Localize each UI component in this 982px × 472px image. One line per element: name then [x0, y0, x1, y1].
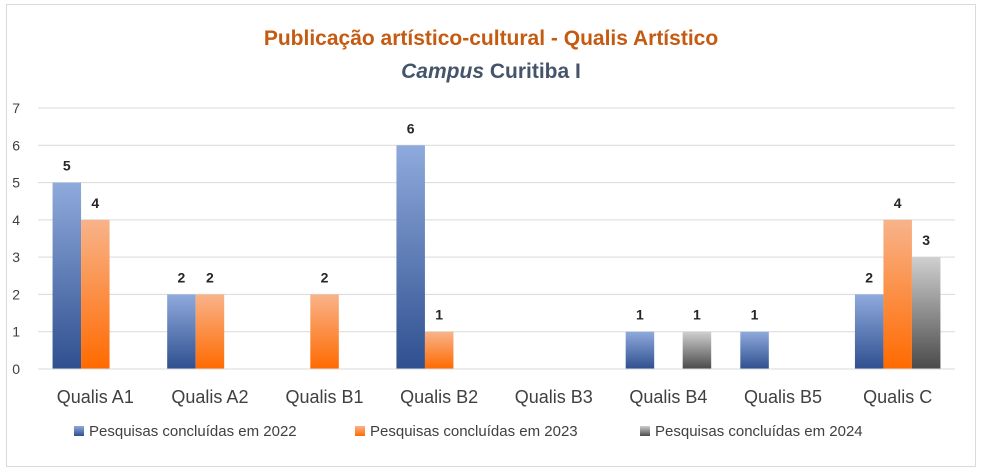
data-label: 2 [321, 269, 329, 285]
y-tick-label: 3 [12, 249, 20, 265]
bar-qualis-c-s1 [854, 294, 884, 369]
subtitle-rest: Curitiba I [484, 60, 581, 83]
chart-frame [6, 4, 976, 467]
data-label: 2 [865, 269, 873, 285]
data-labels: 5 4 2 2 2 6 1 1 1 1 2 4 3 [63, 120, 930, 322]
bar-qualis-c-s3 [911, 257, 941, 369]
legend-swatch [74, 426, 84, 436]
x-tick-label: Qualis B1 [286, 387, 364, 407]
legend-swatch [640, 426, 650, 436]
bar-qualis-a1-s1 [52, 182, 82, 369]
legend-entry: Pesquisas concluídas em 2022 [89, 423, 297, 440]
x-tick-label: Qualis C [863, 387, 932, 407]
y-tick-label: 0 [12, 361, 20, 377]
bar-qualis-b2-s2 [424, 331, 454, 369]
bar-qualis-c-s2 [883, 219, 912, 369]
y-tick-label: 2 [12, 286, 20, 302]
bar-qualis-b4-s1 [625, 331, 655, 369]
data-label: 1 [435, 307, 443, 323]
data-label: 1 [751, 307, 759, 323]
y-tick-label: 5 [12, 175, 20, 191]
x-tick-label: Qualis A1 [57, 387, 134, 407]
legend-entry: Pesquisas concluídas em 2024 [655, 423, 863, 440]
x-axis: Qualis A1 Qualis A2 Qualis B1 Qualis B2 Qual… [38, 368, 955, 407]
chart-title: Publicação artístico-cultural - Qualis A… [264, 27, 718, 50]
x-tick-label: Qualis B2 [400, 387, 478, 407]
data-label: 2 [206, 269, 214, 285]
bar-qualis-b1-s2 [310, 294, 339, 369]
bar-qualis-a1-s2 [81, 219, 110, 369]
x-tick-label: Qualis B5 [744, 387, 822, 407]
bars [52, 145, 941, 369]
chart-subtitle: Campus Curitiba I [401, 60, 581, 83]
bar-qualis-b5-s1 [740, 331, 769, 369]
data-label: 5 [63, 158, 71, 174]
legend: Pesquisas concluídas em 2022 Pesquisas co… [74, 423, 863, 440]
data-label: 6 [407, 120, 415, 136]
data-label: 1 [636, 307, 644, 323]
bar-qualis-b2-s1 [396, 145, 425, 369]
legend-swatch [355, 426, 365, 436]
y-tick-label: 4 [12, 212, 20, 228]
data-label: 3 [922, 232, 930, 248]
x-tick-label: Qualis A2 [171, 387, 248, 407]
y-tick-label: 6 [12, 137, 20, 153]
y-axis: 0 1 2 3 4 5 6 7 [12, 100, 20, 377]
x-tick-label: Qualis B3 [515, 387, 593, 407]
subtitle-italic: Campus [401, 60, 484, 83]
data-label: 4 [894, 195, 902, 211]
y-tick-label: 1 [12, 324, 20, 340]
bar-qualis-a2-s1 [167, 294, 196, 369]
data-label: 1 [693, 307, 701, 323]
legend-entry: Pesquisas concluídas em 2023 [370, 423, 578, 440]
bar-qualis-b4-s3 [682, 331, 712, 369]
data-label: 2 [178, 269, 186, 285]
data-label: 4 [91, 195, 99, 211]
bar-qualis-a2-s2 [195, 294, 225, 369]
y-tick-label: 7 [12, 100, 20, 116]
x-tick-label: Qualis B4 [629, 387, 707, 407]
